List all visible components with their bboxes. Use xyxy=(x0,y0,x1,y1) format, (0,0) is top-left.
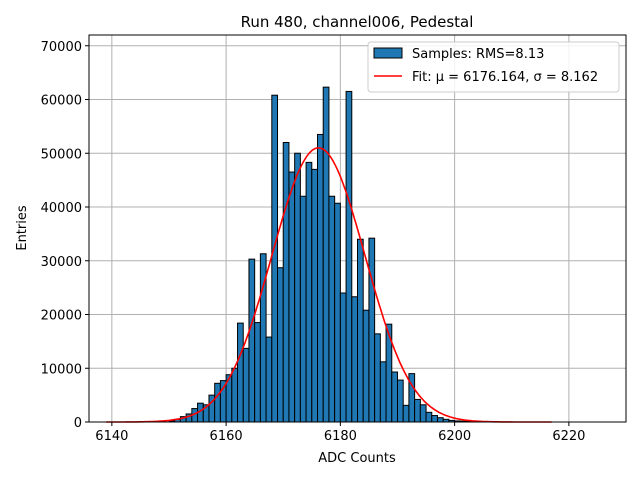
histogram-bar xyxy=(300,196,306,422)
histogram-bar xyxy=(289,172,295,422)
histogram-bar xyxy=(323,87,329,422)
y-tick-label: 10000 xyxy=(41,362,82,377)
histogram-bar xyxy=(432,416,438,422)
histogram-bar xyxy=(403,405,409,422)
x-tick-label: 6160 xyxy=(210,429,243,444)
histogram-bar xyxy=(232,368,238,422)
histogram-bar xyxy=(283,143,289,423)
histogram-bar xyxy=(397,380,403,422)
histogram-bar xyxy=(306,162,312,422)
legend-label-fit: Fit: μ = 6176.164, σ = 8.162 xyxy=(412,70,598,85)
histogram-bar xyxy=(238,323,244,422)
histogram-bar xyxy=(352,297,358,422)
histogram-bar xyxy=(415,399,421,422)
histogram-bar xyxy=(295,153,301,422)
y-axis-label: Entries xyxy=(15,205,30,251)
y-tick-label: 70000 xyxy=(41,40,82,55)
histogram-bar xyxy=(278,268,284,422)
x-axis-label: ADC Counts xyxy=(318,451,396,466)
chart-title: Run 480, channel006, Pedestal xyxy=(241,13,474,31)
histogram-bar xyxy=(243,348,249,422)
histogram-bar xyxy=(426,412,432,422)
legend-label-samples: Samples: RMS=8.13 xyxy=(412,47,544,62)
histogram-bar xyxy=(340,293,346,422)
y-tick-label: 40000 xyxy=(41,201,82,216)
histogram-bar xyxy=(329,196,335,422)
y-tick-label: 20000 xyxy=(41,309,82,324)
y-tick-label: 0 xyxy=(74,416,82,431)
legend: Samples: RMS=8.13 Fit: μ = 6176.164, σ =… xyxy=(368,42,619,92)
histogram-bar xyxy=(318,134,324,422)
histogram-bar xyxy=(312,169,318,422)
histogram-bar xyxy=(249,259,255,422)
legend-swatch-samples xyxy=(374,48,402,58)
histogram-bar xyxy=(266,337,272,422)
y-tick-label: 30000 xyxy=(41,255,82,270)
histogram-bar xyxy=(420,405,426,422)
histogram-bar xyxy=(335,203,341,422)
x-tick-label: 6220 xyxy=(552,429,585,444)
histogram-bar xyxy=(346,91,352,422)
y-tick-label: 50000 xyxy=(41,147,82,162)
x-tick-label: 6140 xyxy=(95,429,128,444)
histogram-bar xyxy=(272,95,278,422)
histogram-bar xyxy=(380,362,386,422)
histogram-chart: Run 480, channel006, Pedestal 6140 6160 61… xyxy=(0,0,640,480)
histogram-bar xyxy=(437,418,443,422)
histogram-bar xyxy=(392,372,398,422)
x-tick-label: 6180 xyxy=(324,429,357,444)
histogram-bar xyxy=(375,334,381,422)
histogram-bar xyxy=(363,310,369,422)
y-tick-label: 60000 xyxy=(41,94,82,109)
histogram-bar xyxy=(358,239,364,422)
x-tick-label: 6200 xyxy=(438,429,471,444)
histogram-bar xyxy=(215,383,221,422)
histogram-bar xyxy=(369,238,375,422)
histogram-bar xyxy=(255,323,261,422)
